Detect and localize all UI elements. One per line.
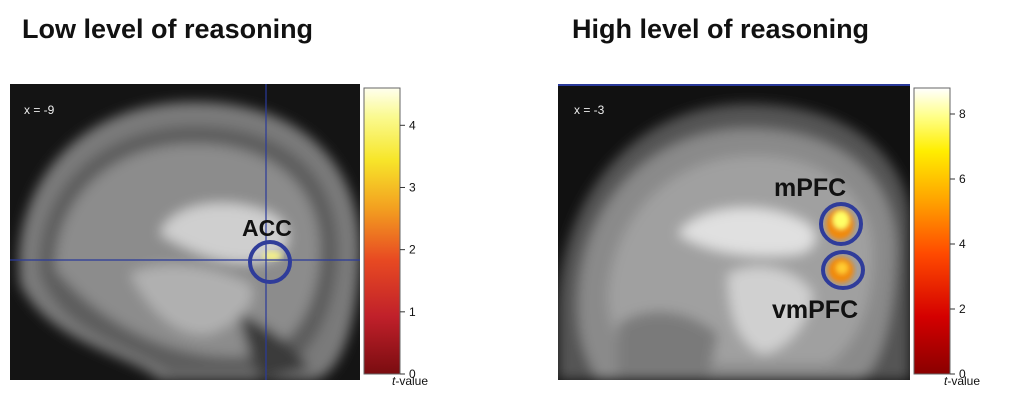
left-colorbar-tick-label: 3 [409,180,416,194]
acc-circle [248,240,292,284]
right-colorbar-gradient [913,87,951,375]
left-colorbar-tick-label: 0 [409,367,416,381]
left-tvalue-label: t-value [392,374,429,388]
acc-label: ACC [242,215,292,241]
vmpfc-circle [821,250,865,290]
right-colorbar: 0 2 4 6 8 [913,87,966,381]
right-brain-scan: x = -3 mPFC vmPFC [558,84,910,380]
right-colorbar-tick-label: 0 [959,367,966,381]
left-colorbar-tick-label: 2 [409,243,416,257]
right-colorbar-tick-label: 4 [959,237,966,251]
left-panel-title: Low level of reasoning [22,14,314,44]
left-colorbar-gradient [363,87,401,375]
right-coord-label: x = -3 [574,103,605,117]
left-colorbar-tick-label: 1 [409,305,416,319]
right-colorbar-tick-label: 2 [959,302,966,316]
vmpfc-label: vmPFC [772,296,858,324]
right-colorbar-tick-label: 8 [959,107,966,121]
left-colorbar: 0 1 2 3 4 [363,87,416,381]
right-tvalue-label: t-value [944,374,981,388]
left-brain-scan: x = -9 ACC [10,84,360,380]
left-coord-label: x = -9 [24,103,55,117]
left-colorbar-tick-label: 4 [409,118,416,132]
right-colorbar-tick-label: 6 [959,172,966,186]
mpfc-label: mPFC [774,174,846,202]
right-panel-title: High level of reasoning [572,14,870,44]
mpfc-circle [819,202,863,246]
